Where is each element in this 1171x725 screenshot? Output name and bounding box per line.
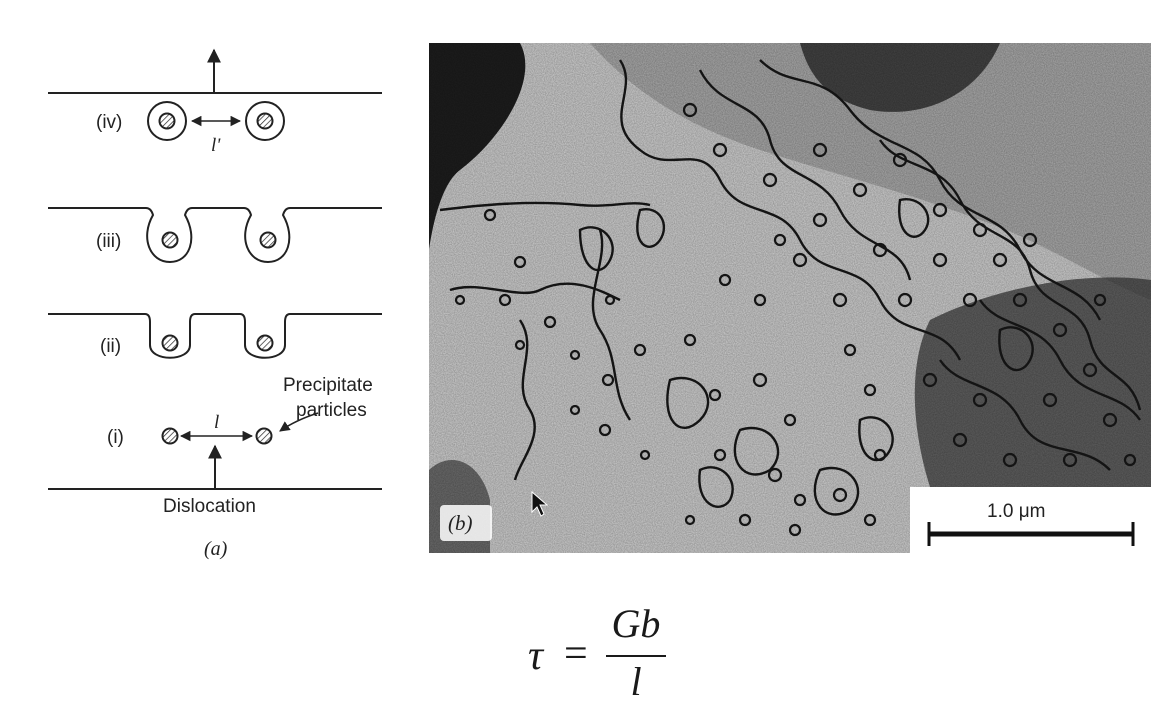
fraction-bar [606, 655, 666, 657]
formula-lhs: τ [528, 633, 544, 679]
dislocation-tangles [439, 59, 1142, 516]
tem-micrograph: 1.0 μm (b) [429, 43, 1151, 553]
formula-denominator: l [630, 659, 642, 704]
stage-label-i: (i) [107, 427, 124, 448]
dislocation-loops [454, 102, 1137, 537]
stage-iii [48, 207, 382, 264]
scale-bar-label: 1.0 μm [987, 501, 1045, 522]
scale-bar-box [910, 487, 1151, 553]
dislocation-line-ii [48, 313, 382, 359]
micrograph-grain [429, 43, 1151, 553]
spacing-label-upper: l' [211, 135, 221, 156]
panel-a-label: (a) [204, 538, 228, 560]
dislocation-bowing-diagram [48, 48, 382, 490]
panel-b-label: (b) [448, 511, 473, 535]
stage-ii [48, 313, 382, 359]
dislocation-label: Dislocation [163, 496, 256, 517]
stage-label-ii: (ii) [100, 336, 121, 357]
stage-i [48, 412, 382, 490]
precipitate-label-line1: Precipitate [283, 375, 373, 396]
precipitate-label-line2: particles [296, 400, 367, 421]
stage-iv [48, 48, 382, 141]
panel-b-label-box [440, 505, 492, 541]
stage-label-iii: (iii) [96, 231, 121, 252]
spacing-label-lower: l [214, 412, 219, 433]
formula-equals: = [564, 631, 588, 677]
precipitate-particle [158, 112, 176, 130]
dislocation-loop-left [147, 101, 187, 141]
dislocation-loop-right [245, 101, 285, 141]
precipitate-particle [256, 112, 274, 130]
stage-label-iv: (iv) [96, 112, 122, 133]
mouse-cursor-icon [531, 490, 549, 517]
orowan-stress-formula: τ = Gb l [520, 600, 700, 710]
precipitate-particle [259, 231, 277, 249]
formula-numerator: Gb [611, 601, 661, 646]
precipitate-particle [161, 231, 179, 249]
precipitate-particle [255, 427, 273, 445]
dislocation-line-iii [48, 207, 382, 264]
precipitate-particle [161, 334, 179, 352]
precipitate-pointer-arrow [279, 412, 319, 432]
precipitate-particle [161, 427, 179, 445]
precipitate-particle [256, 334, 274, 352]
